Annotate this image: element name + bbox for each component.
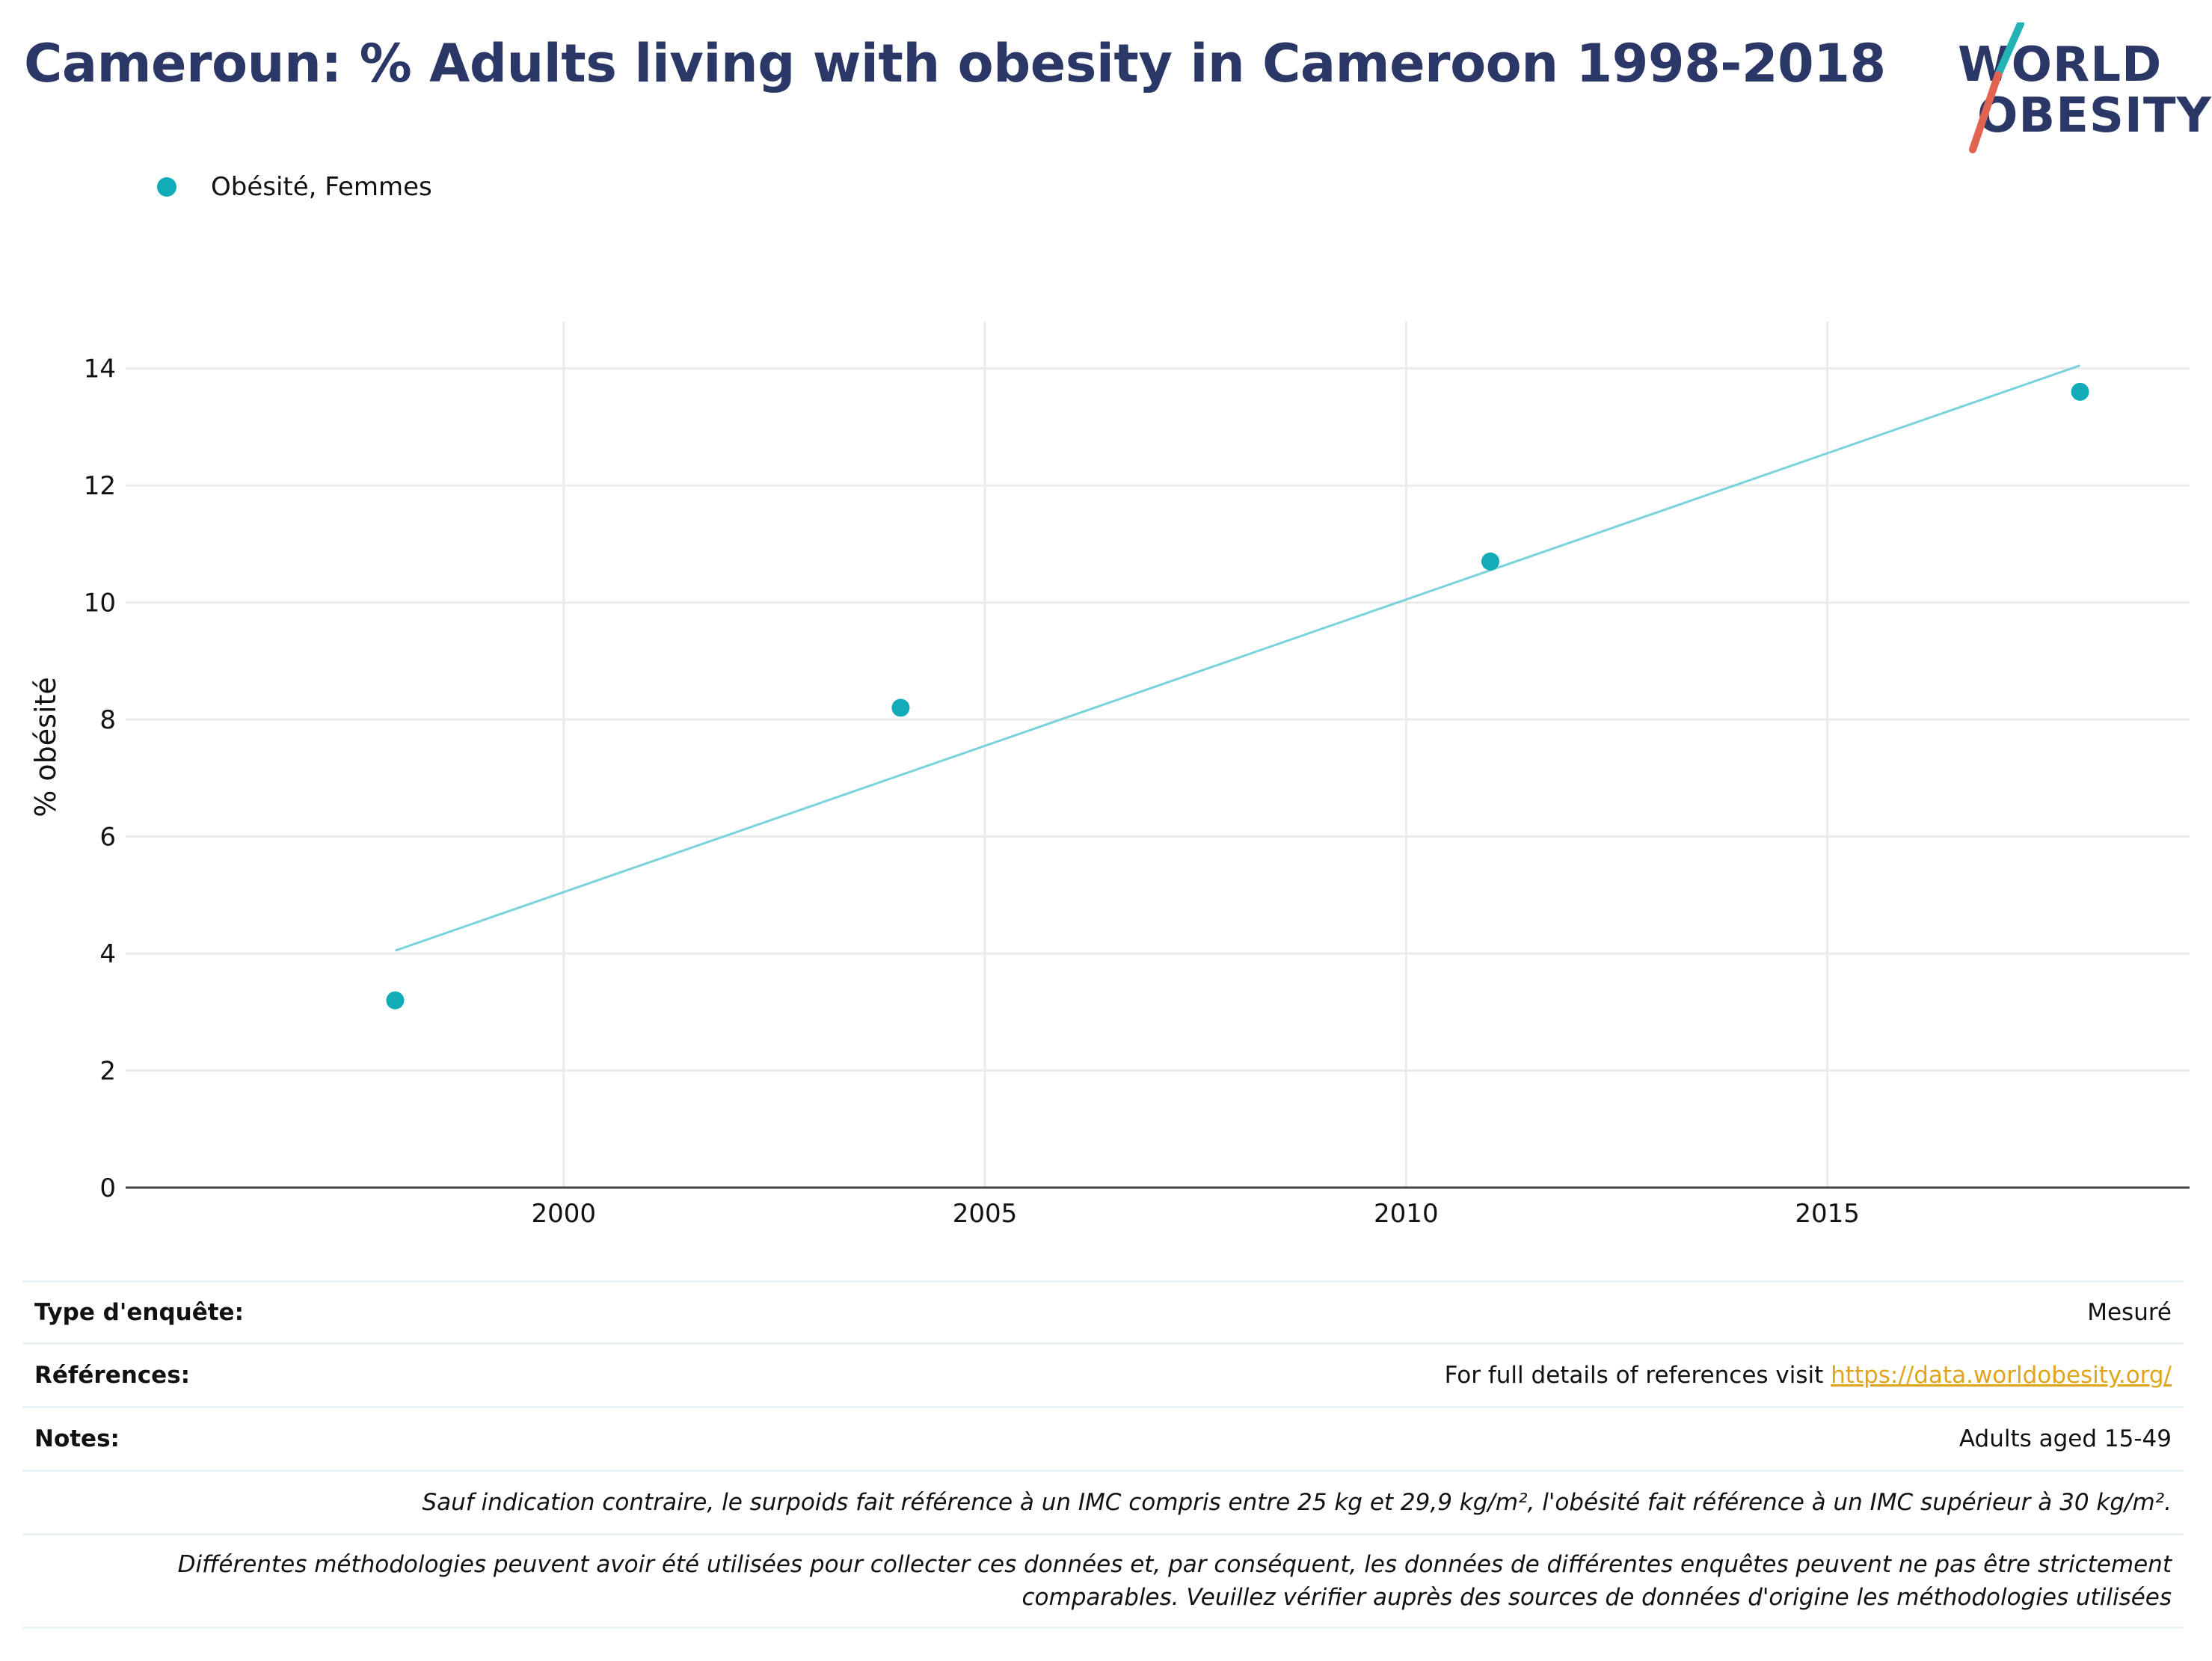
footer-row-definition: Sauf indication contraire, le surpoids f…	[22, 1470, 2184, 1533]
legend-label: Obésité, Femmes	[211, 172, 432, 202]
legend-marker	[157, 177, 176, 197]
footer-row-survey-type: Type d'enquête: Mesuré	[22, 1280, 2184, 1342]
y-axis-title: % obésité	[29, 677, 62, 817]
methodology-note-line-1: Différentes méthodologies peuvent avoir …	[177, 1551, 2172, 1578]
survey-type-value: Mesuré	[2087, 1299, 2172, 1326]
x-tick-label: 2015	[1795, 1199, 1860, 1229]
notes-label: Notes:	[34, 1425, 120, 1452]
footer-row-notes: Notes: Adults aged 15-49	[22, 1406, 2184, 1470]
x-tick-label: 2000	[532, 1199, 597, 1229]
scatter-chart: 0 2 4 6 8 10 12 14 2000 2005 2010 2015 % obésité	[29, 322, 2190, 1229]
chart-legend[interactable]: Obésité, Femmes	[157, 172, 432, 202]
y-tick-label: 14	[84, 354, 116, 384]
y-tick-label: 10	[84, 589, 116, 618]
y-tick-label: 8	[99, 705, 116, 735]
footer-row-references: Références: For full details of referenc…	[22, 1342, 2184, 1406]
page-title: Cameroun: % Adults living with obesity i…	[24, 33, 1886, 94]
chart-footer: Type d'enquête: Mesuré Références: For f…	[22, 1280, 2184, 1629]
data-point	[891, 699, 910, 717]
references-text: For full details of references visit	[1444, 1362, 1831, 1389]
data-point	[386, 991, 405, 1010]
logo-word-obesity: OBESITY	[1977, 88, 2212, 144]
references-link[interactable]: https://data.worldobesity.org/	[1831, 1362, 2172, 1389]
references-value: For full details of references visit htt…	[1445, 1362, 2184, 1389]
footer-row-methodology: Différentes méthodologies peuvent avoir …	[22, 1533, 2184, 1629]
data-point	[2071, 382, 2089, 401]
y-tick-label: 12	[84, 471, 116, 501]
y-tick-label: 4	[99, 939, 116, 969]
world-obesity-logo: WORLD OBESITY	[1944, 22, 2211, 157]
trend-line	[394, 364, 2081, 952]
x-tick-label: 2005	[953, 1199, 1018, 1229]
data-point	[1481, 552, 1499, 571]
methodology-note-line-2: comparables. Veuillez vérifier auprès de…	[1021, 1584, 2172, 1611]
y-tick-label: 0	[99, 1173, 116, 1203]
notes-value: Adults aged 15-49	[1958, 1425, 2172, 1452]
logo-slash-icon	[1969, 22, 2024, 153]
definition-note: Sauf indication contraire, le surpoids f…	[422, 1489, 2172, 1516]
methodology-note: Différentes méthodologies peuvent avoir …	[22, 1548, 2184, 1614]
y-tick-label: 6	[99, 823, 116, 853]
survey-type-label: Type d'enquête:	[34, 1299, 244, 1326]
references-label: Références:	[34, 1362, 191, 1389]
x-tick-label: 2010	[1374, 1199, 1439, 1229]
y-tick-label: 2	[99, 1057, 116, 1087]
